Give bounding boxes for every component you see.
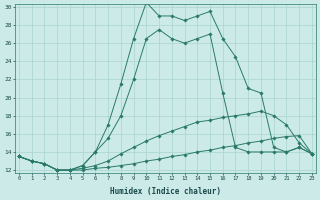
X-axis label: Humidex (Indice chaleur): Humidex (Indice chaleur): [110, 187, 221, 196]
